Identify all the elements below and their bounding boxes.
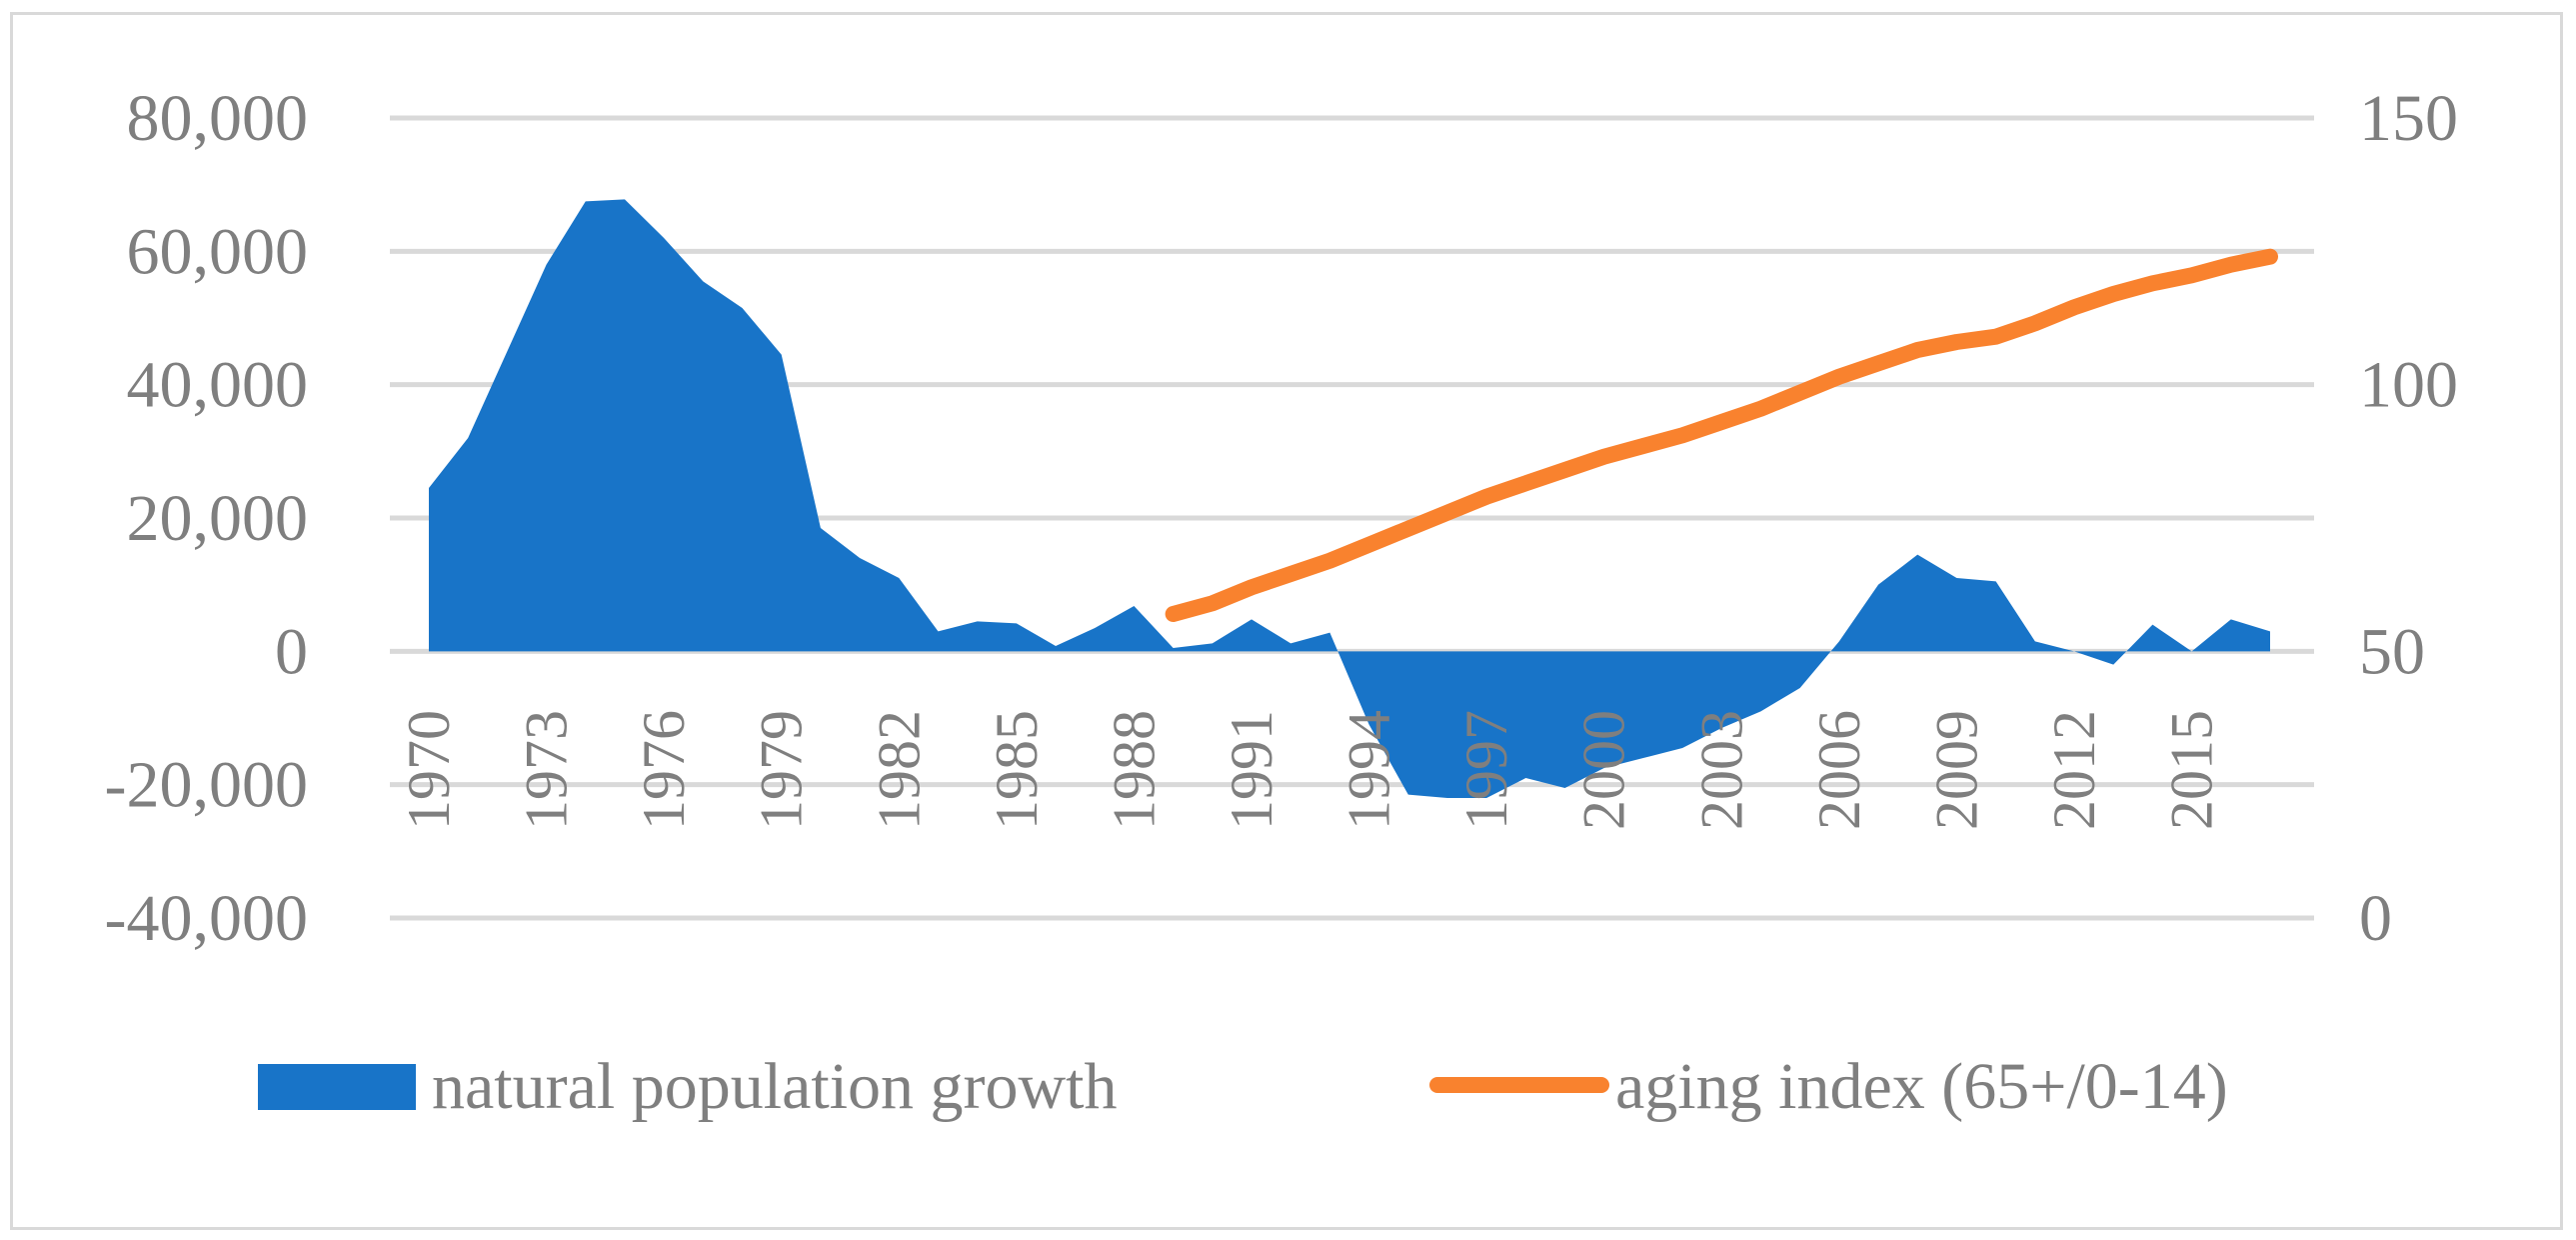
x-tick-label-1970: 1970: [396, 710, 462, 830]
right-tick-label-0: 0: [2359, 882, 2392, 955]
x-tick-label-1985: 1985: [984, 710, 1050, 830]
legend-label-line: aging index (65+/0-14): [1615, 1050, 2228, 1123]
left-axis-ticks: -40,000 -20,000 0 20,000 40,000 60,000 80,000: [105, 82, 308, 955]
x-tick-label-1973: 1973: [514, 710, 580, 830]
legend-label-area: natural population growth: [432, 1050, 1118, 1123]
left-tick-label-0: -40,000: [105, 882, 308, 955]
x-tick-label-2015: 2015: [2159, 710, 2225, 830]
right-tick-label-1: 50: [2359, 615, 2425, 688]
x-tick-label-1988: 1988: [1101, 710, 1167, 830]
line-series: [1165, 248, 2278, 622]
right-tick-label-3: 150: [2359, 82, 2458, 155]
x-tick-label-2006: 2006: [1806, 710, 1872, 830]
left-tick-label-6: 80,000: [127, 82, 309, 155]
x-tick-label-1994: 1994: [1336, 710, 1402, 830]
x-tick-label-2009: 2009: [1923, 710, 1989, 830]
right-tick-label-2: 100: [2359, 349, 2458, 422]
left-tick-label-1: -20,000: [105, 749, 308, 822]
x-tick-label-1982: 1982: [866, 710, 932, 830]
x-tick-label-2000: 2000: [1571, 710, 1637, 830]
x-axis-ticks: 1970 1973 1976 1979 1982 1985 1988 1991 1994 1997…: [396, 710, 2225, 830]
x-tick-label-2003: 2003: [1688, 710, 1754, 830]
left-tick-label-2: 0: [275, 615, 308, 688]
left-tick-label-4: 40,000: [127, 349, 309, 422]
x-tick-label-1976: 1976: [631, 710, 697, 830]
line-aging-index: [1165, 248, 2278, 622]
area-natural-population-growth: [429, 199, 2270, 799]
left-tick-label-3: 20,000: [127, 482, 309, 555]
x-tick-label-1997: 1997: [1453, 710, 1519, 830]
area-series: [429, 199, 2270, 799]
x-tick-label-2012: 2012: [2041, 710, 2107, 830]
x-tick-label-1979: 1979: [749, 710, 815, 830]
right-axis-ticks: 0 50 100 150: [2359, 82, 2458, 955]
legend-swatch-area: [258, 1064, 416, 1110]
x-tick-label-1991: 1991: [1219, 710, 1285, 830]
left-tick-label-5: 60,000: [127, 215, 309, 288]
legend: natural population growth aging index (6…: [258, 1050, 2228, 1123]
